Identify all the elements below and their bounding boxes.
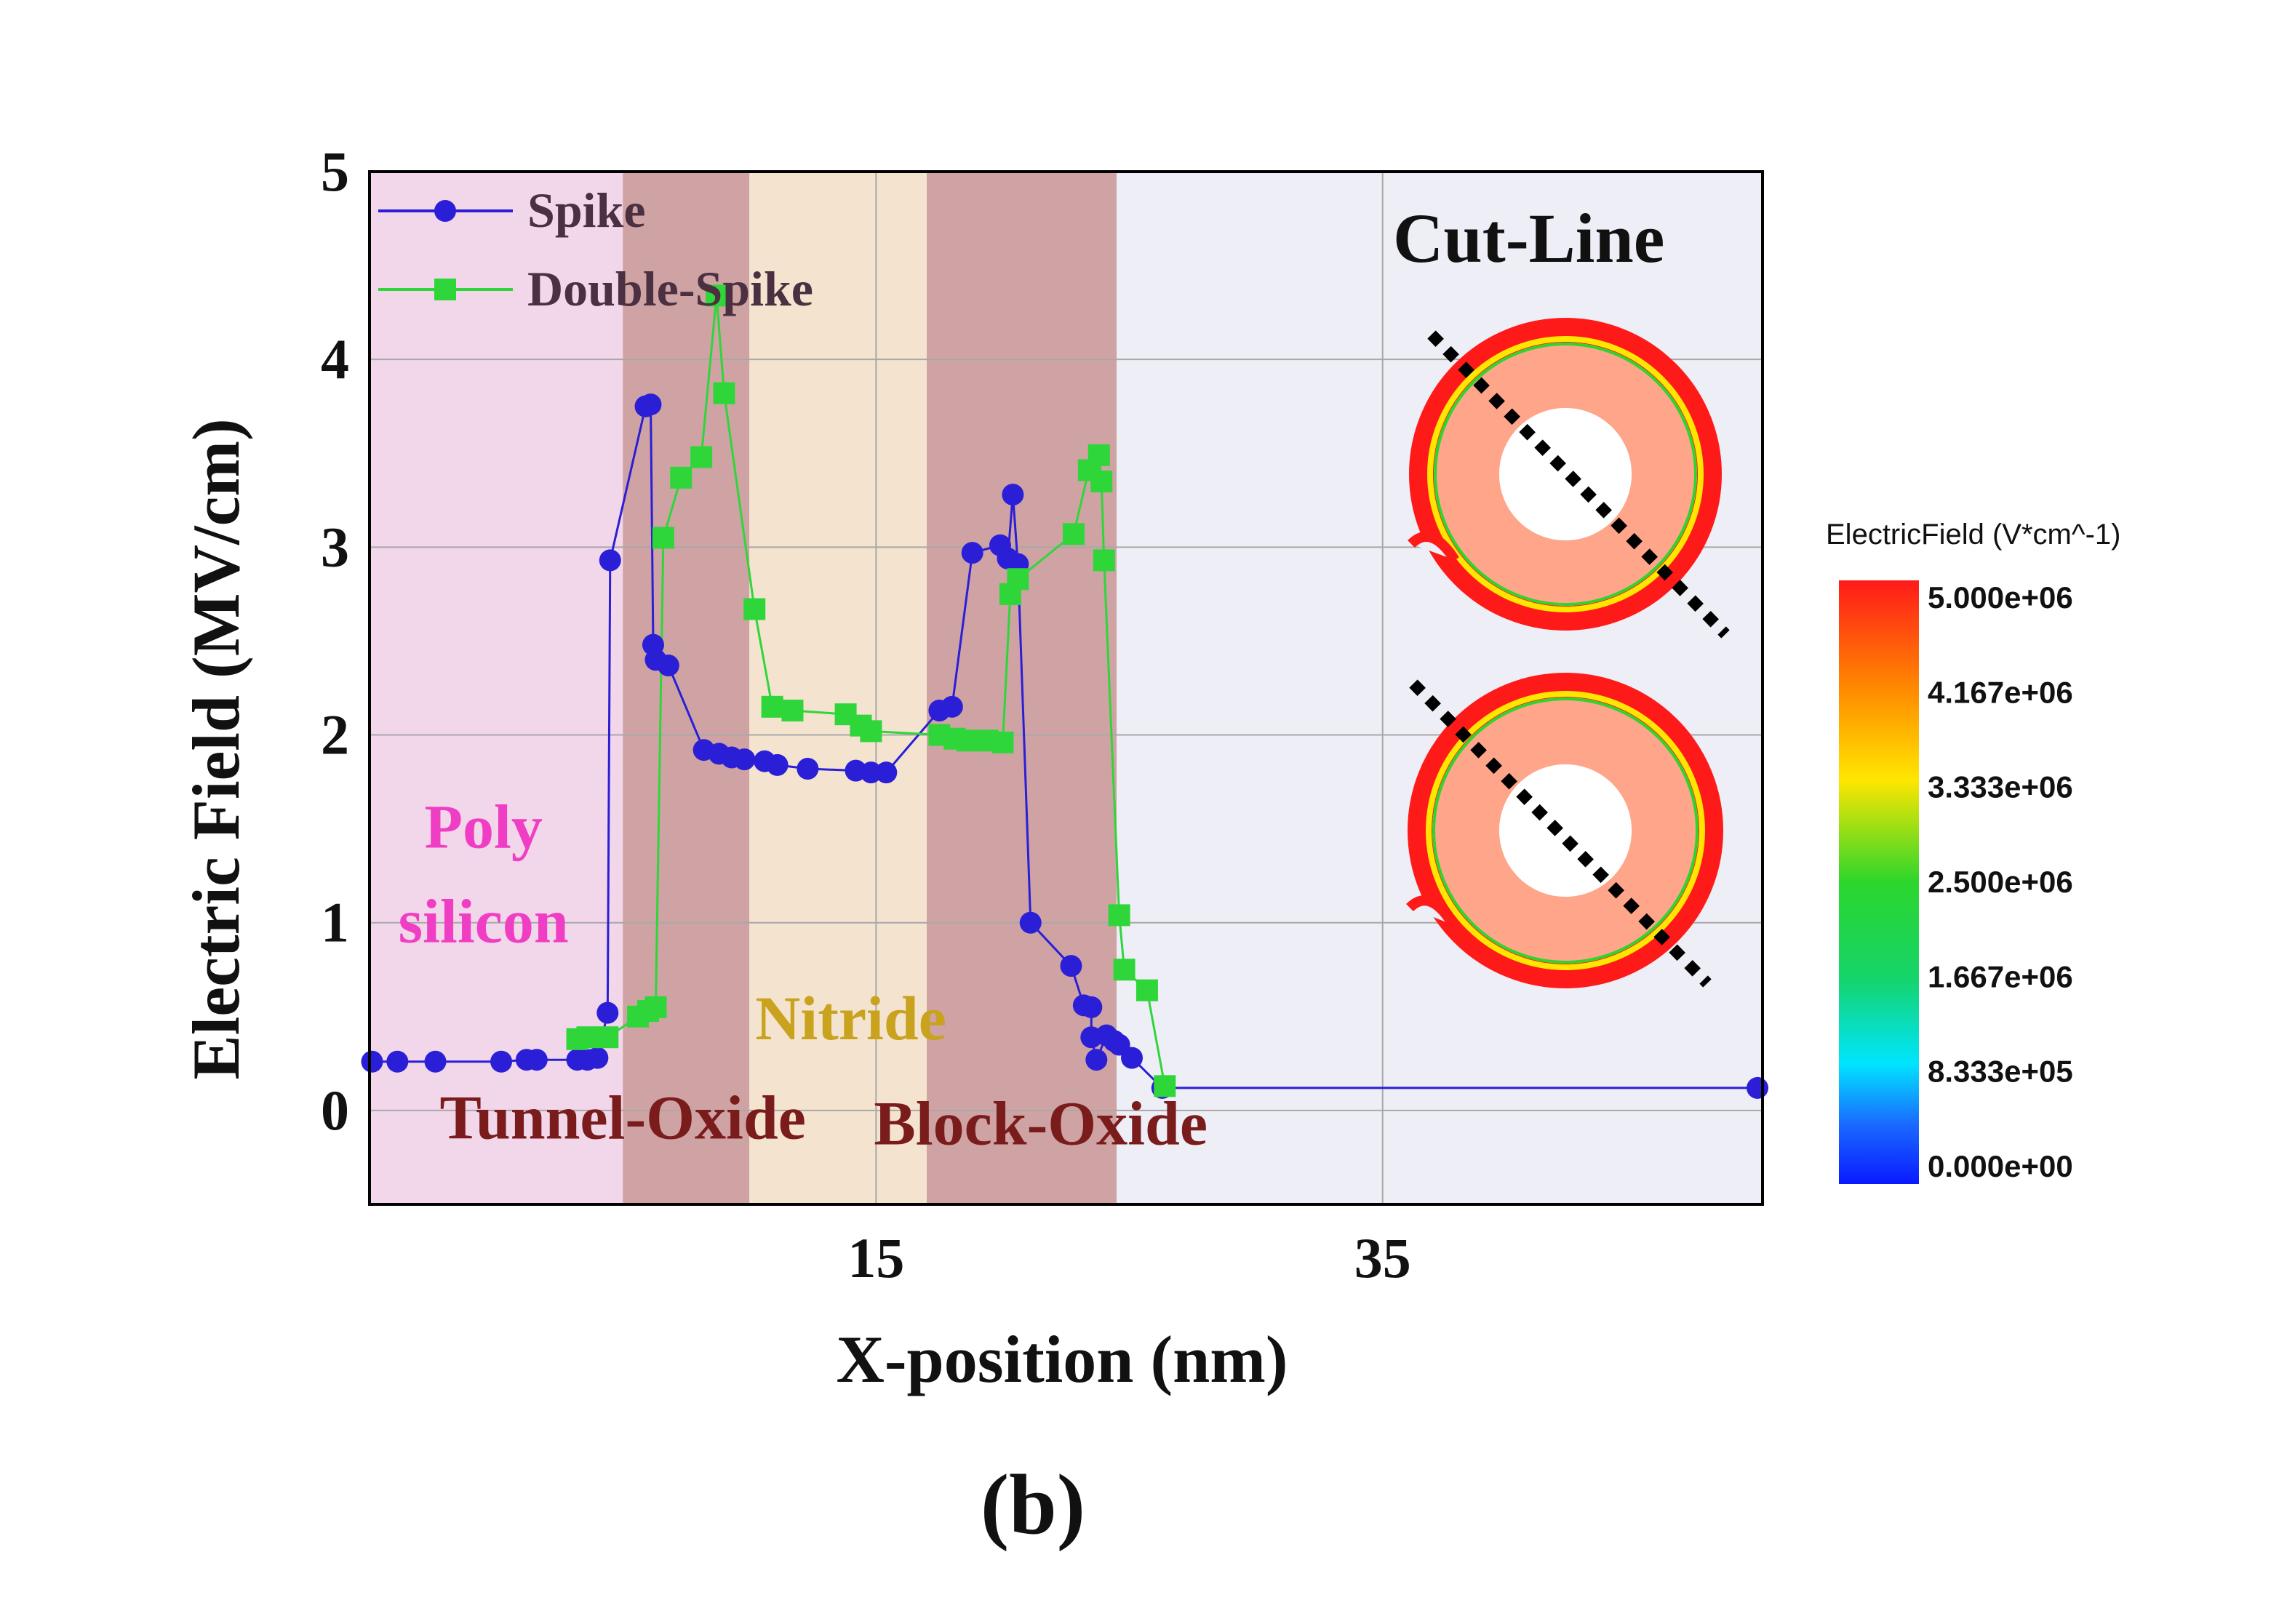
- point-1-32: [1154, 1075, 1176, 1097]
- point-0-10: [599, 549, 621, 572]
- point-0-44: [1747, 1076, 1769, 1099]
- point-1-9: [706, 284, 728, 307]
- series-markers: [361, 284, 1769, 1099]
- point-0-9: [596, 1001, 619, 1024]
- ring-top: [1408, 318, 1730, 639]
- point-1-29: [1108, 904, 1130, 927]
- point-0-24: [860, 761, 882, 784]
- point-1-13: [781, 699, 804, 721]
- colorbar-tick-2: 3.333e+06: [1928, 770, 2073, 804]
- point-0-34: [1060, 955, 1082, 977]
- region-label-3-0: Block-Oxide: [874, 1088, 1208, 1158]
- point-0-8: [586, 1047, 609, 1069]
- point-0-42: [1121, 1047, 1144, 1069]
- point-0-28: [961, 542, 983, 564]
- point-1-8: [690, 446, 713, 468]
- colorbar-tick-4: 1.667e+06: [1928, 959, 2073, 993]
- point-1-21: [991, 731, 1014, 753]
- point-1-11: [743, 598, 766, 620]
- point-0-25: [875, 761, 898, 784]
- y-tick-labels: 0 1 2 3 4 5: [321, 140, 349, 1142]
- point-1-28: [1093, 549, 1115, 572]
- colorbar-tick-6: 0.000e+00: [1928, 1149, 2073, 1183]
- point-0-33: [1019, 911, 1042, 934]
- region-1: [623, 172, 750, 1204]
- region-label-0-1: silicon: [399, 886, 569, 956]
- y-tick-label-3: 3: [321, 515, 349, 578]
- point-0-3: [490, 1050, 513, 1073]
- point-0-0: [361, 1050, 383, 1073]
- region-2: [749, 172, 927, 1204]
- colorbar: ElectricField (V*cm^-1) 5.000e+06 4.167e+…: [1826, 519, 2121, 1184]
- point-1-12: [761, 695, 783, 718]
- x-tick-label-1: 35: [1354, 1226, 1411, 1289]
- legend-item-double-spike: Double-Spike: [378, 261, 813, 316]
- point-1-24: [1062, 523, 1085, 545]
- point-0-38: [1085, 1049, 1108, 1071]
- point-0-21: [766, 753, 789, 776]
- cut-line-title: Cut-Line: [1393, 199, 1664, 277]
- colorbar-tick-1: 4.167e+06: [1928, 675, 2073, 709]
- legend: Spike Double-Spike: [378, 183, 813, 316]
- point-1-16: [860, 720, 882, 743]
- material-regions: [370, 172, 1763, 1204]
- legend-label-spike: Spike: [527, 183, 646, 238]
- point-1-7: [670, 466, 693, 489]
- y-axis-label: Electric Field (MV/cm): [179, 418, 253, 1079]
- point-1-1: [576, 1026, 599, 1049]
- region-label-1-0: Tunnel-Oxide: [439, 1083, 805, 1153]
- point-0-22: [797, 758, 819, 780]
- region-4: [1117, 172, 1763, 1204]
- colorbar-tick-5: 8.333e+05: [1928, 1055, 2073, 1089]
- x-tick-labels: 15 35: [847, 1226, 1410, 1289]
- point-1-10: [713, 382, 735, 404]
- legend-item-spike: Spike: [378, 183, 646, 238]
- ring-bottom: [1406, 673, 1723, 988]
- x-tick-label-0: 15: [847, 1226, 904, 1289]
- x-axis-label: X-position (nm): [836, 1322, 1288, 1396]
- colorbar-tick-labels: 5.000e+06 4.167e+06 3.333e+06 2.500e+06 1.66…: [1928, 580, 2073, 1183]
- point-0-5: [525, 1049, 548, 1071]
- point-1-27: [1090, 471, 1113, 492]
- point-0-2: [424, 1050, 447, 1073]
- plot-area: Poly silicon Tunnel-Oxide Nitride Block-Oxid…: [361, 170, 1769, 1206]
- point-1-23: [1007, 568, 1029, 591]
- y-tick-label-1: 1: [321, 891, 349, 954]
- y-tick-label-5: 5: [321, 140, 349, 203]
- region-labels: Poly silicon Tunnel-Oxide Nitride Block-Oxid…: [399, 791, 1208, 1158]
- cut-line-bottom: [1409, 679, 1712, 988]
- point-1-31: [1135, 979, 1158, 1001]
- legend-marker-double-spike: [434, 279, 456, 300]
- point-0-36: [1080, 996, 1103, 1018]
- point-1-26: [1087, 444, 1110, 466]
- point-0-12: [639, 393, 662, 416]
- region-label-2-0: Nitride: [755, 983, 946, 1053]
- plot-frame: [368, 170, 1764, 1206]
- point-0-19: [733, 748, 756, 771]
- legend-marker-spike: [434, 200, 456, 222]
- point-1-6: [652, 527, 674, 549]
- point-1-30: [1113, 959, 1135, 981]
- y-tick-label-0: 0: [321, 1079, 349, 1142]
- colorbar-tick-0: 5.000e+06: [1928, 580, 2073, 615]
- colorbar-gradient: [1839, 580, 1919, 1184]
- colorbar-title: ElectricField (V*cm^-1): [1826, 519, 2121, 551]
- legend-label-double-spike: Double-Spike: [527, 261, 813, 316]
- point-1-2: [596, 1026, 619, 1049]
- cut-line-top: [1427, 330, 1730, 639]
- point-1-19: [956, 729, 978, 752]
- y-tick-label-4: 4: [321, 327, 349, 391]
- point-0-31: [1002, 484, 1024, 506]
- point-1-5: [644, 996, 667, 1018]
- subfigure-label: (b): [981, 1457, 1085, 1552]
- y-tick-label-2: 2: [321, 703, 349, 767]
- region-label-0-0: Poly: [424, 791, 542, 861]
- point-0-27: [941, 695, 963, 718]
- colorbar-tick-3: 2.500e+06: [1928, 865, 2073, 899]
- point-0-1: [386, 1050, 409, 1073]
- point-0-15: [657, 655, 679, 677]
- cut-line-inset: Cut-Line: [1393, 199, 1730, 988]
